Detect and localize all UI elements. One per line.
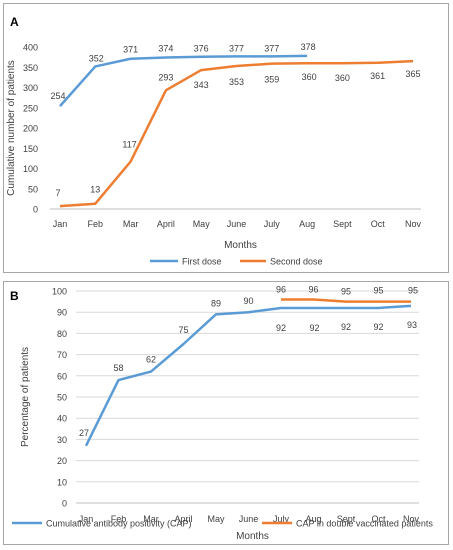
x-tick-label: Jan (79, 514, 94, 524)
x-tick-label: Aug (305, 514, 321, 524)
data-label: 352 (89, 53, 104, 63)
data-label: 343 (194, 80, 209, 90)
y-tick-label: 40 (57, 414, 67, 424)
data-label: 13 (90, 185, 100, 195)
data-label: 90 (243, 296, 253, 306)
series-line-2 (59, 59, 414, 208)
legend-entry-1: Cumulative antibody positivity (CAP) (46, 519, 192, 529)
x-tick-label: Aug (299, 219, 315, 229)
x-axis-title: Months (224, 240, 257, 251)
series-line-1 (84, 304, 412, 447)
series-line-1 (59, 54, 308, 107)
x-tick-label: July (273, 514, 290, 524)
data-label: 96 (308, 284, 318, 294)
data-label: 95 (373, 286, 383, 296)
x-tick-label: Sept (333, 219, 352, 229)
chart-b-svg: B 0 10 20 30 40 50 60 70 80 90 100 Jan Feb Mar April May… (10, 284, 433, 542)
x-tick-label: Jan (53, 219, 68, 229)
y-tick-label: 90 (57, 308, 67, 318)
data-label: 96 (276, 284, 286, 294)
x-tick-label: April (157, 219, 175, 229)
x-tick-label: April (174, 514, 192, 524)
data-label: 377 (229, 43, 244, 53)
x-tick-label: Sept (337, 514, 356, 524)
y-axis-title: Percentage of patients (20, 347, 31, 447)
y-tick-label: 30 (57, 435, 67, 445)
y-tick-label: 350 (23, 63, 38, 73)
y-tick-label: 300 (23, 83, 38, 93)
y-tick-label: 20 (57, 456, 67, 466)
panel-label: A (10, 15, 19, 29)
data-label: 293 (158, 72, 173, 82)
data-label: 376 (194, 44, 209, 54)
x-tick-label: Mar (143, 514, 159, 524)
y-tick-label: 250 (23, 103, 38, 113)
data-label: 371 (123, 45, 138, 55)
data-label: 359 (264, 75, 279, 85)
data-label: 360 (335, 73, 350, 83)
data-label: 93 (407, 320, 417, 330)
data-label: 117 (122, 140, 136, 150)
data-label: 360 (302, 72, 317, 82)
x-tick-label: May (207, 514, 225, 524)
data-label: 353 (229, 77, 244, 87)
x-tick-label: Feb (111, 514, 127, 524)
y-axis-title: Cumulative number of patients (6, 60, 17, 196)
legend-entry-1: First dose (182, 257, 222, 267)
y-tick-label: 100 (23, 164, 38, 174)
y-tick-label: 80 (57, 329, 67, 339)
data-label: 89 (211, 298, 221, 308)
x-tick-label: Nov (405, 219, 422, 229)
y-tick-label: 50 (28, 184, 38, 194)
y-tick-label: 200 (23, 124, 38, 134)
x-tick-label: Feb (88, 219, 104, 229)
x-tick-label: June (239, 514, 259, 524)
data-label: 58 (113, 363, 123, 373)
data-label: 62 (146, 355, 156, 365)
data-label: 92 (309, 323, 319, 333)
chart-a-svg: A 0 50 100 150 200 250 300 350 400 Jan Feb Mar April M… (6, 15, 422, 267)
data-label: 377 (264, 43, 279, 53)
y-tick-label: 70 (57, 350, 67, 360)
data-label: 254 (50, 91, 65, 101)
data-label: 27 (79, 428, 89, 438)
x-tick-label: Nov (403, 514, 420, 524)
panel-label: B (10, 289, 19, 303)
data-label: 92 (373, 322, 383, 332)
data-label: 378 (301, 42, 316, 52)
x-tick-label: Oct (371, 219, 386, 229)
y-tick-label: 0 (33, 205, 38, 215)
x-tick-label: May (193, 219, 211, 229)
y-tick-label: 60 (57, 371, 67, 381)
x-tick-label: Mar (123, 219, 139, 229)
data-label: 374 (158, 44, 173, 54)
data-label: 95 (341, 287, 351, 297)
y-tick-label: 100 (52, 287, 67, 297)
legend-entry-2: Second dose (270, 257, 323, 267)
y-tick-label: 400 (23, 43, 38, 53)
chart-panel-b: B 0 10 20 30 40 50 60 70 80 90 100 Jan Feb Mar April May… (3, 281, 449, 545)
y-tick-label: 10 (57, 477, 67, 487)
data-label: 92 (276, 323, 286, 333)
y-tick-label: 50 (57, 393, 67, 403)
x-tick-label: Oct (371, 514, 386, 524)
y-tick-label: 150 (23, 144, 38, 154)
x-axis-title: Months (236, 531, 269, 542)
data-label: 95 (408, 286, 418, 296)
chart-panel-a: A 0 50 100 150 200 250 300 350 400 Jan Feb Mar April M… (3, 3, 449, 273)
data-label: 7 (55, 188, 60, 198)
legend-entry-2: CAP in double vaccinated patients (296, 519, 433, 529)
data-label: 365 (405, 69, 420, 79)
x-tick-label: July (264, 219, 281, 229)
x-tick-label: June (227, 219, 247, 229)
series-line-2 (281, 298, 411, 303)
data-label: 75 (178, 325, 188, 335)
data-label: 361 (370, 71, 385, 81)
y-tick-label: 0 (62, 499, 67, 509)
data-label: 92 (341, 322, 351, 332)
